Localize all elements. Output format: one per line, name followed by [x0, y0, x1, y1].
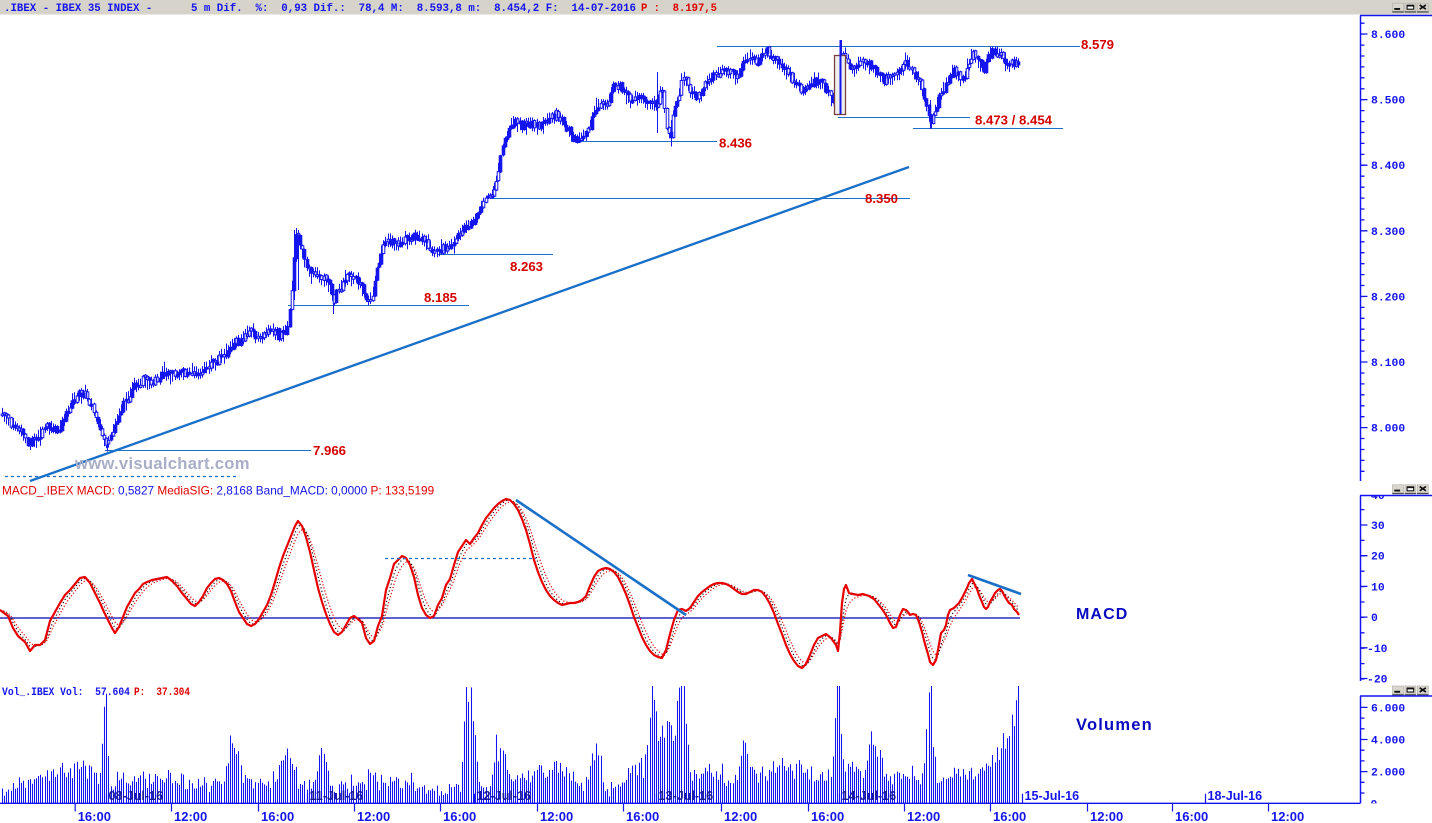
- svg-text:P : 8.197,5: P : 8.197,5: [641, 3, 717, 15]
- svg-text:4.000: 4.000: [1371, 736, 1405, 748]
- svg-text:18-Jul-16: 18-Jul-16: [1208, 789, 1263, 803]
- svg-text:11-Jul-16: 11-Jul-16: [310, 789, 364, 803]
- svg-text:-20: -20: [1367, 675, 1388, 687]
- svg-text:Vol_.IBEX Vol: 57.604: Vol_.IBEX Vol: 57.604: [2, 687, 130, 699]
- svg-text:12:00: 12:00: [907, 809, 940, 823]
- svg-text:08-Jul-16: 08-Jul-16: [109, 789, 164, 803]
- svg-text:12:00: 12:00: [1090, 809, 1123, 823]
- svg-text:.IBEX - IBEX 35 INDEX - 5: .IBEX - IBEX 35 INDEX - 5 m Dif. %: 0,93…: [4, 3, 636, 15]
- svg-text:12:00: 12:00: [174, 809, 207, 823]
- svg-text:16:00: 16:00: [626, 809, 659, 823]
- svg-text:16:00: 16:00: [811, 809, 844, 823]
- svg-text:0: 0: [1371, 613, 1378, 625]
- svg-text:8.000: 8.000: [1371, 424, 1405, 436]
- svg-text:16:00: 16:00: [261, 809, 294, 823]
- svg-text:www.visualchart.com: www.visualchart.com: [74, 454, 250, 473]
- svg-text:16:00: 16:00: [78, 809, 111, 823]
- svg-text:12-Jul-16: 12-Jul-16: [477, 789, 532, 803]
- svg-text:30: 30: [1371, 521, 1385, 533]
- svg-text:Volumen: Volumen: [1076, 716, 1153, 734]
- svg-text:16:00: 16:00: [443, 809, 476, 823]
- svg-text:0: 0: [1371, 799, 1378, 811]
- svg-text:-10: -10: [1367, 644, 1388, 656]
- svg-text:8.400: 8.400: [1371, 161, 1405, 173]
- svg-text:6.000: 6.000: [1371, 703, 1405, 715]
- svg-text:8.436: 8.436: [719, 136, 752, 151]
- svg-text:8.200: 8.200: [1371, 292, 1405, 304]
- svg-text:8.473 / 8.454: 8.473 / 8.454: [975, 113, 1053, 128]
- svg-text:8.579: 8.579: [1081, 37, 1114, 52]
- svg-text:10: 10: [1371, 582, 1385, 594]
- svg-text:MACD_.IBEX MACD: 0,5827 MediaS: MACD_.IBEX MACD: 0,5827 MediaSIG: 2,8168…: [2, 484, 434, 498]
- svg-text:12:00: 12:00: [724, 809, 757, 823]
- svg-text:8.185: 8.185: [424, 290, 457, 305]
- svg-text:15-Jul-16: 15-Jul-16: [1025, 789, 1080, 803]
- svg-text:7.966: 7.966: [313, 443, 346, 458]
- svg-text:8.600: 8.600: [1371, 30, 1405, 42]
- svg-text:16:00: 16:00: [1175, 809, 1208, 823]
- svg-text:40: 40: [1371, 491, 1385, 503]
- svg-text:13-Jul-16: 13-Jul-16: [659, 789, 714, 803]
- svg-text:MACD: MACD: [1076, 606, 1128, 623]
- svg-text:16:00: 16:00: [993, 809, 1026, 823]
- svg-text:2.000: 2.000: [1371, 768, 1405, 780]
- svg-text:8.350: 8.350: [865, 191, 898, 206]
- svg-text:12:00: 12:00: [357, 809, 390, 823]
- svg-text:12:00: 12:00: [540, 809, 573, 823]
- svg-text:P: 37.304: P: 37.304: [134, 687, 190, 699]
- svg-text:14-Jul-16: 14-Jul-16: [842, 789, 897, 803]
- svg-text:20: 20: [1371, 552, 1385, 564]
- svg-text:8.500: 8.500: [1371, 96, 1405, 108]
- svg-text:12:00: 12:00: [1271, 809, 1304, 823]
- svg-text:8.263: 8.263: [510, 259, 543, 274]
- svg-text:8.300: 8.300: [1371, 227, 1405, 239]
- svg-text:8.100: 8.100: [1371, 358, 1405, 370]
